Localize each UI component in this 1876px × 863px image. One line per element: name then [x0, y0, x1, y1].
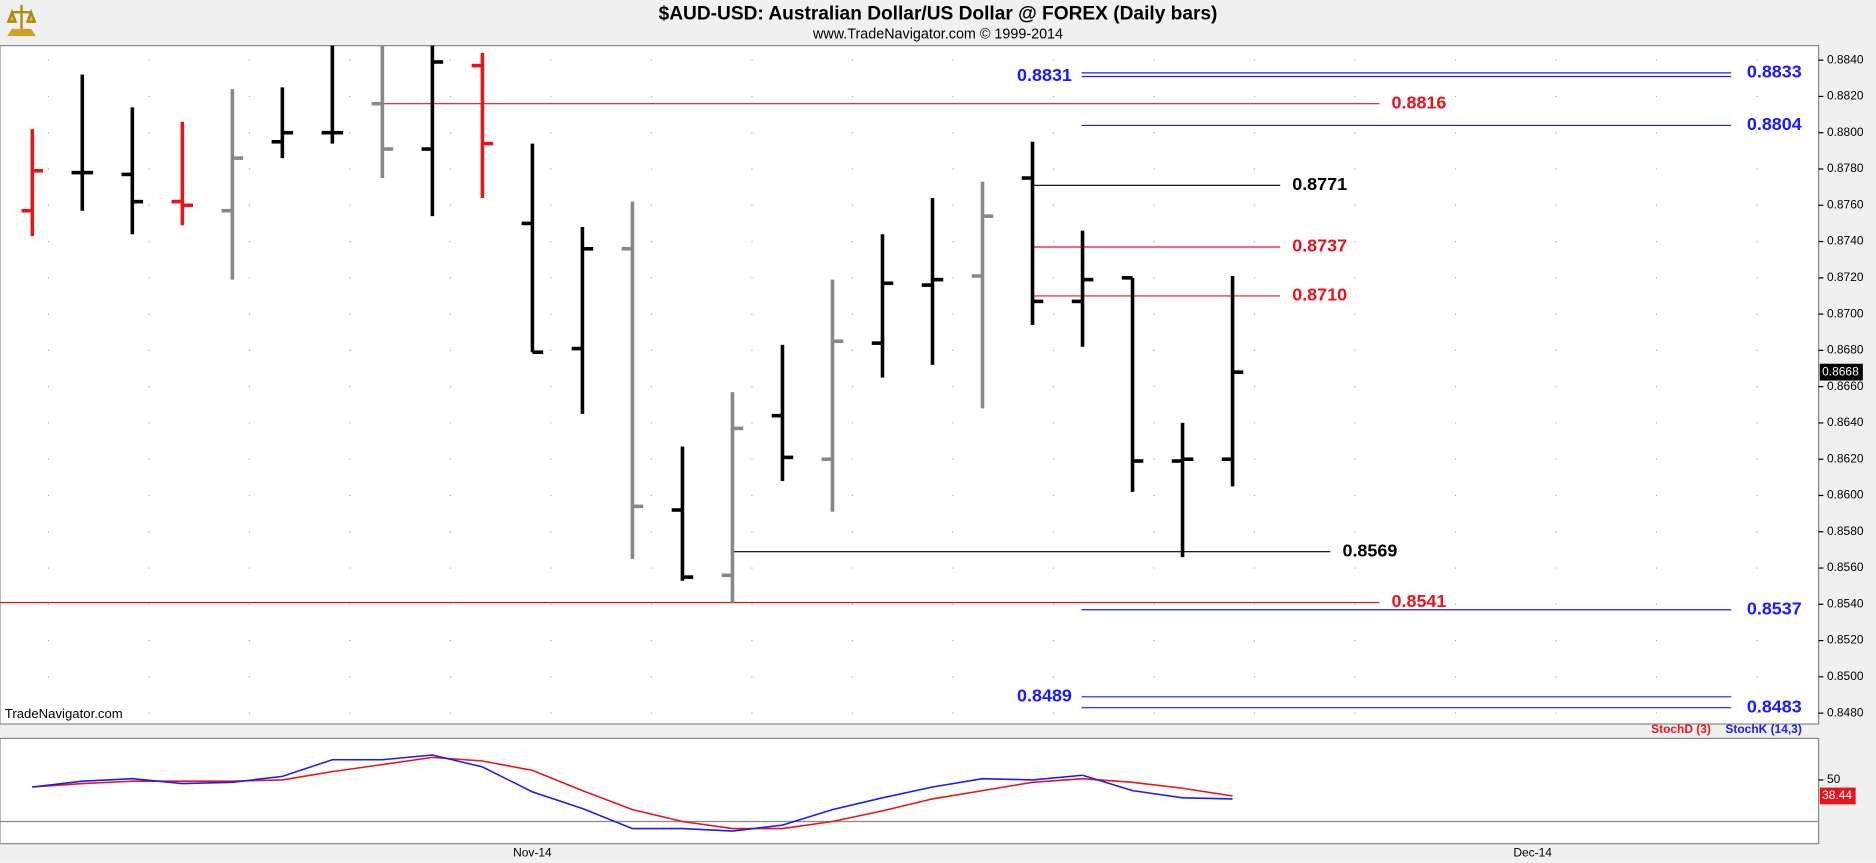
- stoch-panel: [0, 737, 1820, 845]
- level-label: 0.8541: [1392, 591, 1447, 611]
- y-tick-label: 0.8640: [1827, 415, 1864, 429]
- x-tick-label: Nov-14: [513, 845, 552, 859]
- last-price-label: 0.8668: [1822, 364, 1859, 378]
- y-tick-label: 0.8600: [1827, 488, 1864, 502]
- logo: [6, 4, 37, 37]
- y-tick-label: 0.8740: [1827, 234, 1864, 248]
- chart-title: $AUD-USD: Australian Dollar/US Dollar @ …: [659, 4, 1218, 25]
- level-label: 0.8771: [1292, 174, 1347, 194]
- chart-subtitle: www.TradeNavigator.com © 1999-2014: [812, 27, 1063, 43]
- y-tick-label: 0.8620: [1827, 451, 1864, 465]
- level-label: 0.8489: [1017, 686, 1072, 706]
- last-value-box: [1819, 787, 1856, 805]
- level-label: 0.8737: [1292, 236, 1347, 256]
- y-tick-label: 0.8820: [1827, 89, 1864, 103]
- y-tick-label: 0.8760: [1827, 197, 1864, 211]
- y-tick-label: 50: [1827, 772, 1841, 786]
- last-price-box: [1819, 363, 1863, 381]
- level-label: 0.8816: [1392, 92, 1447, 112]
- last-value-label: 38.44: [1822, 788, 1852, 802]
- y-tick-label: 0.8780: [1827, 161, 1864, 175]
- stoch-line: [32, 756, 1233, 830]
- y-tick-label: 0.8720: [1827, 270, 1864, 284]
- price-panel: [0, 45, 1820, 725]
- y-tick-label: 0.8500: [1827, 669, 1864, 683]
- watermark: TradeNavigator.com: [5, 706, 123, 721]
- y-tick-label: 0.8520: [1827, 633, 1864, 647]
- level-label: 0.8537: [1747, 598, 1802, 618]
- stoch-line: [32, 754, 1233, 832]
- y-tick-label: 0.8660: [1827, 379, 1864, 393]
- y-tick-label: 0.8480: [1827, 705, 1864, 719]
- level-label: 0.8710: [1292, 285, 1347, 305]
- y-tick-label: 0.8560: [1827, 560, 1864, 574]
- y-tick-label: 0.8800: [1827, 125, 1864, 139]
- y-tick-label: 0.8840: [1827, 52, 1864, 66]
- x-tick-label: Dec-14: [1513, 845, 1552, 859]
- level-label: 0.8569: [1342, 540, 1397, 560]
- level-label: 0.8831: [1017, 65, 1072, 85]
- y-tick-label: 0.8700: [1827, 306, 1864, 320]
- y-tick-label: 0.8540: [1827, 596, 1864, 610]
- legend-entry: StochK (14,3): [1725, 722, 1801, 736]
- level-label: 0.8483: [1747, 696, 1802, 716]
- level-label: 0.8833: [1747, 62, 1802, 82]
- y-tick-label: 0.8580: [1827, 524, 1864, 538]
- level-label: 0.8804: [1747, 114, 1802, 134]
- legend-entry: StochD (3): [1651, 722, 1711, 736]
- y-tick-label: 0.8680: [1827, 343, 1864, 357]
